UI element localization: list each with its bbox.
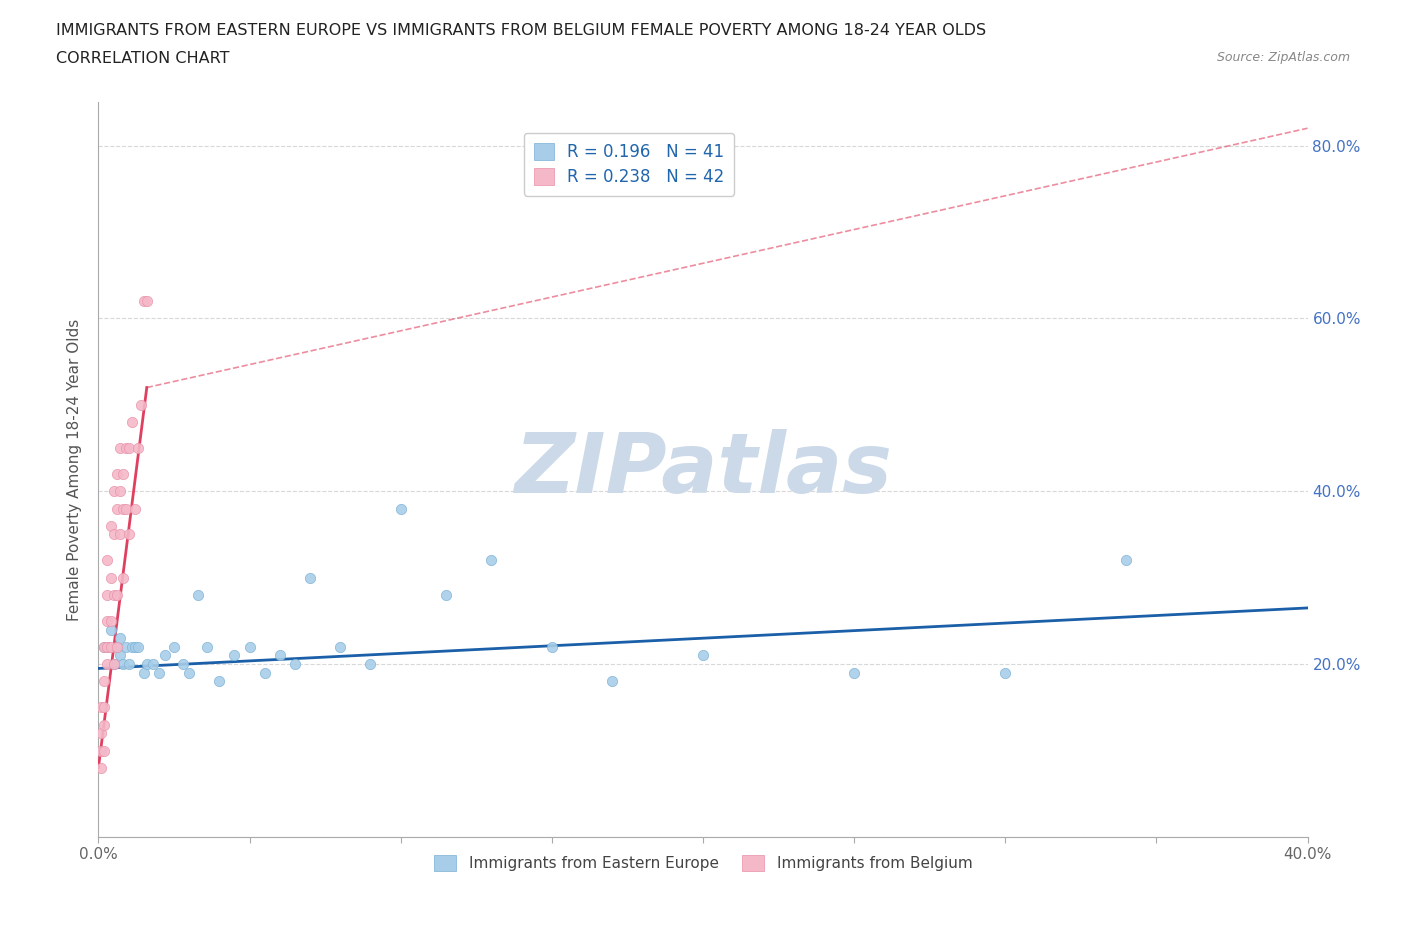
- Point: [93, 717, 115, 732]
- Point: [93, 640, 115, 655]
- Point: [96, 614, 118, 629]
- Point: [360, 657, 382, 671]
- Point: [114, 640, 136, 655]
- Point: [481, 553, 503, 568]
- Point: [172, 657, 194, 671]
- Point: [100, 614, 122, 629]
- Point: [124, 640, 146, 655]
- Point: [108, 527, 131, 542]
- Point: [90, 743, 112, 758]
- Point: [103, 527, 125, 542]
- Point: [108, 631, 131, 645]
- Point: [100, 622, 122, 637]
- Point: [135, 294, 157, 309]
- Point: [195, 640, 218, 655]
- Point: [111, 467, 134, 482]
- Point: [105, 467, 128, 482]
- Point: [103, 657, 125, 671]
- Text: IMMIGRANTS FROM EASTERN EUROPE VS IMMIGRANTS FROM BELGIUM FEMALE POVERTY AMONG 1: IMMIGRANTS FROM EASTERN EUROPE VS IMMIGR…: [56, 23, 987, 38]
- Point: [127, 640, 149, 655]
- Point: [299, 570, 322, 585]
- Point: [127, 441, 149, 456]
- Point: [108, 648, 131, 663]
- Point: [93, 743, 115, 758]
- Point: [105, 501, 128, 516]
- Point: [111, 501, 134, 516]
- Point: [118, 527, 141, 542]
- Point: [118, 657, 141, 671]
- Point: [135, 657, 157, 671]
- Point: [208, 674, 231, 689]
- Point: [96, 640, 118, 655]
- Point: [124, 501, 146, 516]
- Point: [96, 640, 118, 655]
- Legend: Immigrants from Eastern Europe, Immigrants from Belgium: Immigrants from Eastern Europe, Immigran…: [427, 849, 979, 877]
- Point: [100, 518, 122, 533]
- Point: [103, 657, 125, 671]
- Point: [103, 588, 125, 603]
- Point: [93, 640, 115, 655]
- Text: ZIPatlas: ZIPatlas: [515, 429, 891, 511]
- Point: [132, 665, 155, 680]
- Point: [844, 665, 866, 680]
- Point: [93, 674, 115, 689]
- Point: [284, 657, 307, 671]
- Point: [163, 640, 186, 655]
- Point: [602, 674, 624, 689]
- Point: [153, 648, 176, 663]
- Text: Source: ZipAtlas.com: Source: ZipAtlas.com: [1216, 51, 1350, 64]
- Point: [142, 657, 165, 671]
- Point: [96, 657, 118, 671]
- Point: [994, 665, 1017, 680]
- Y-axis label: Female Poverty Among 18-24 Year Olds: Female Poverty Among 18-24 Year Olds: [67, 318, 83, 621]
- Point: [93, 700, 115, 715]
- Point: [132, 294, 155, 309]
- Point: [111, 570, 134, 585]
- Point: [389, 501, 412, 516]
- Point: [111, 657, 134, 671]
- Point: [105, 640, 128, 655]
- Point: [90, 761, 112, 776]
- Point: [129, 397, 152, 412]
- Point: [434, 588, 457, 603]
- Point: [239, 640, 262, 655]
- Point: [540, 640, 562, 655]
- Point: [1115, 553, 1137, 568]
- Point: [103, 484, 125, 498]
- Point: [121, 640, 143, 655]
- Point: [253, 665, 276, 680]
- Point: [108, 484, 131, 498]
- Point: [105, 588, 128, 603]
- Point: [692, 648, 714, 663]
- Point: [90, 725, 112, 740]
- Point: [148, 665, 170, 680]
- Point: [118, 441, 141, 456]
- Point: [114, 441, 136, 456]
- Point: [121, 415, 143, 430]
- Point: [100, 570, 122, 585]
- Point: [108, 441, 131, 456]
- Point: [187, 588, 209, 603]
- Point: [114, 501, 136, 516]
- Point: [269, 648, 291, 663]
- Point: [96, 588, 118, 603]
- Point: [100, 640, 122, 655]
- Point: [90, 700, 112, 715]
- Point: [179, 665, 201, 680]
- Point: [96, 553, 118, 568]
- Point: [105, 640, 128, 655]
- Text: CORRELATION CHART: CORRELATION CHART: [56, 51, 229, 66]
- Point: [329, 640, 352, 655]
- Point: [224, 648, 246, 663]
